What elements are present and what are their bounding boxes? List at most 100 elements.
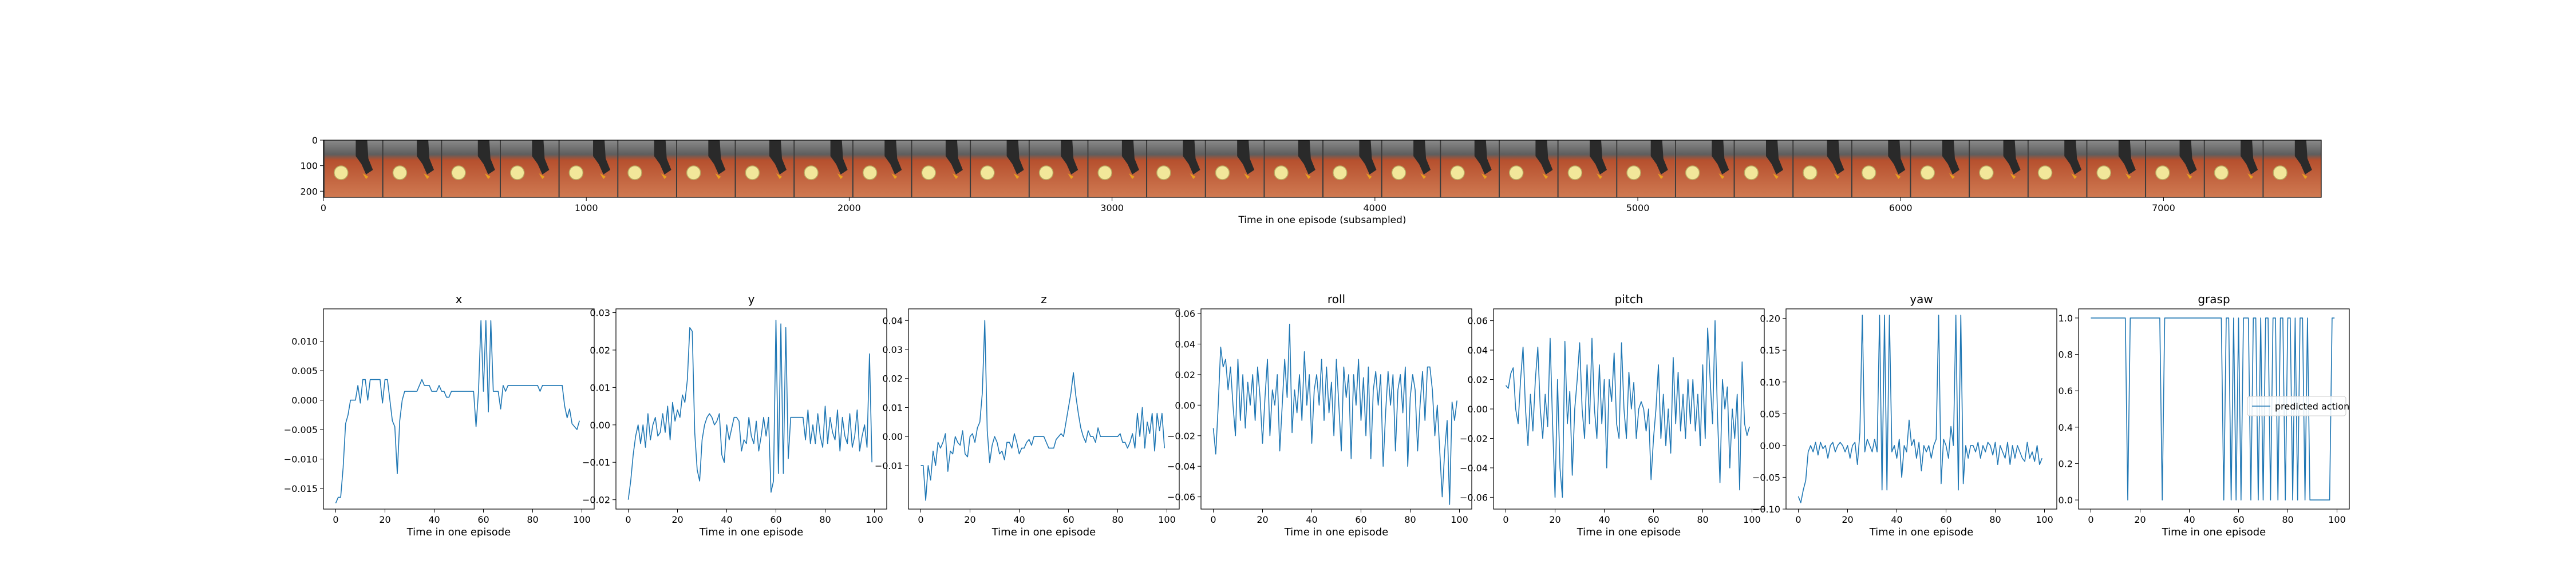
x-tick-label: 20 xyxy=(379,514,390,525)
frame-image xyxy=(1028,140,1088,197)
x-tick-label: 40 xyxy=(1891,514,1902,525)
x-tick-label: 80 xyxy=(1697,514,1708,525)
y-tick-label: −0.10 xyxy=(1752,504,1780,515)
y-tick-label: 0.02 xyxy=(590,345,610,356)
x-tick-label: 100 xyxy=(1158,514,1176,525)
chart-title: grasp xyxy=(2198,292,2230,306)
frame-seam xyxy=(1674,140,1676,197)
frame-image xyxy=(852,140,911,197)
filmstrip-frame xyxy=(1910,140,1969,197)
y-tick-label: 0.02 xyxy=(882,374,903,384)
gripper-tip xyxy=(776,173,782,179)
frame-image xyxy=(675,140,735,197)
y-tick-label: 0.05 xyxy=(1760,408,1780,419)
series-line-pitch xyxy=(1505,320,1750,498)
chart-title: z xyxy=(1041,292,1047,306)
frame-image xyxy=(1557,140,1617,197)
gripper-tip xyxy=(484,173,491,179)
gripper-arm xyxy=(1121,140,1139,174)
x-tick-label: 40 xyxy=(1598,514,1610,525)
y-tick-label: −0.005 xyxy=(284,424,318,435)
gripper-arm xyxy=(1942,140,1959,174)
frame-image xyxy=(1733,140,1793,197)
frame-seam xyxy=(970,140,971,197)
frame-seam xyxy=(2027,140,2029,197)
filmstrip-x-tick-label: 6000 xyxy=(1889,202,1913,213)
x-tick-label: 60 xyxy=(1355,514,1366,525)
frame-image xyxy=(1910,140,1969,197)
x-axis-label: Time in one episode xyxy=(699,526,804,538)
y-tick-label: 0.0 xyxy=(2059,495,2073,506)
gripper-arm xyxy=(654,140,671,174)
gripper-tip xyxy=(1366,173,1372,179)
gripper-tip xyxy=(1128,173,1135,179)
filmstrip-x-tick-label: 2000 xyxy=(837,202,861,213)
frame-seam xyxy=(2145,140,2147,197)
x-axis-label: Time in one episode xyxy=(991,526,1096,538)
filmstrip-frame xyxy=(558,140,618,197)
x-tick-label: 60 xyxy=(2233,514,2244,525)
target-ball xyxy=(509,165,525,180)
frame-seam xyxy=(441,140,442,197)
filmstrip-x-tick-label: 4000 xyxy=(1363,202,1386,213)
gripper-arm xyxy=(1712,140,1729,174)
gripper-arm xyxy=(1183,140,1200,174)
target-ball xyxy=(804,165,819,180)
y-tick-label: 0.03 xyxy=(882,344,903,355)
gripper-tip xyxy=(891,173,898,179)
frame-seam xyxy=(852,140,854,197)
filmstrip-frame-border xyxy=(323,140,2322,198)
target-ball xyxy=(451,165,466,180)
frame-image xyxy=(2086,140,2146,197)
gripper-tip xyxy=(1013,173,1020,179)
x-tick-label: 20 xyxy=(1257,514,1268,525)
action-panels: x0 20 40 60 80 100−0.015−0.010−0.0050.0000.00… xyxy=(284,292,2350,538)
x-tick-label: 80 xyxy=(819,514,831,525)
y-tick-label: −0.01 xyxy=(875,460,903,471)
filmstrip-frame xyxy=(1969,140,2028,197)
y-tick-label: 0.000 xyxy=(291,395,318,406)
filmstrip-x-tick-label: 0 xyxy=(321,202,326,213)
filmstrip-frame xyxy=(793,140,852,197)
frame-seam xyxy=(1263,140,1265,197)
y-tick-label: −0.02 xyxy=(1460,433,1488,444)
filmstrip-frame xyxy=(2145,140,2204,197)
series-line-z xyxy=(920,320,1165,501)
plot-frame xyxy=(1785,308,2057,510)
series-line-yaw xyxy=(1797,315,2042,503)
chart-title: roll xyxy=(1327,292,1345,306)
frame-seam xyxy=(1028,140,1030,197)
filmstrip-frame xyxy=(970,140,1029,197)
target-ball xyxy=(1861,165,1876,180)
x-tick-label: 100 xyxy=(866,514,883,525)
gripper-arm xyxy=(1827,140,1844,174)
filmstrip-frame xyxy=(734,140,794,197)
gripper-arm xyxy=(1888,140,1906,174)
target-ball xyxy=(1450,165,1465,180)
target-ball xyxy=(1803,165,1818,180)
gripper-tip xyxy=(1949,173,1955,179)
legend-box xyxy=(2247,396,2346,416)
filmstrip-frame xyxy=(675,140,735,197)
gripper-tip xyxy=(539,173,545,179)
x-tick-label: 20 xyxy=(671,514,683,525)
y-tick-label: 0.06 xyxy=(1467,316,1488,327)
series-line-roll xyxy=(1212,323,1457,505)
frame-seam xyxy=(2203,140,2205,197)
y-tick-label: 0.06 xyxy=(1175,308,1195,319)
gripper-tip xyxy=(2247,173,2254,179)
y-tick-label: 0.2 xyxy=(2059,458,2073,469)
frame-seam xyxy=(1969,140,1970,197)
chart-panel-z: z 0 20 40 60 80 100 −0.01 0.00 0.01 0.02 0.03 0.04 Ti… xyxy=(875,292,1180,538)
gripper-tip xyxy=(661,173,667,179)
x-tick-label: 100 xyxy=(573,514,591,525)
x-tick-label: 20 xyxy=(2134,514,2146,525)
gripper-arm xyxy=(1237,140,1255,174)
plot-frame xyxy=(615,308,887,510)
y-tick-label: 0.4 xyxy=(2059,422,2073,433)
gripper-arm xyxy=(1650,140,1668,174)
filmstrip-frame xyxy=(1204,140,1264,197)
gripper-tip xyxy=(837,173,843,179)
chart-panel-grasp: grasp 0 20 40 60 80 100 0.0 0.2 0.4 0.6 0.8 1.0 Time … xyxy=(2059,292,2350,538)
